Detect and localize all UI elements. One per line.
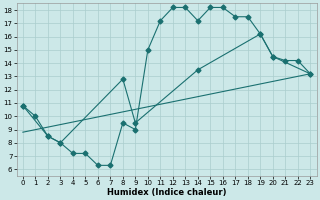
X-axis label: Humidex (Indice chaleur): Humidex (Indice chaleur)	[107, 188, 226, 197]
